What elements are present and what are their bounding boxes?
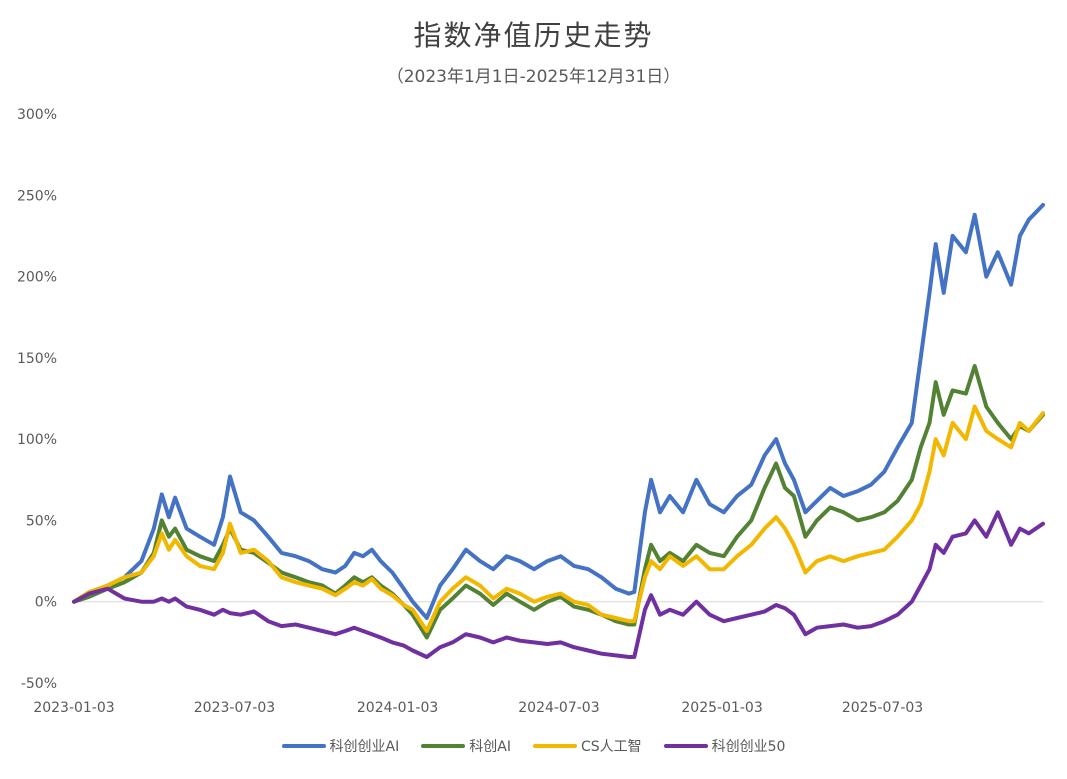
legend-label: 科创创业50: [711, 739, 786, 755]
legend-swatch: [421, 744, 466, 748]
series-line-3: [72, 510, 1045, 659]
legend-swatch: [663, 744, 708, 748]
legend-label: CS人工智: [580, 739, 642, 755]
legend-item: CS人工智: [532, 736, 642, 756]
series-line-0: [72, 203, 1045, 620]
legend-item: 科创AI: [421, 736, 511, 756]
x-tick-label: 2025-01-03: [681, 700, 762, 716]
series-lines: [72, 203, 1045, 659]
x-tick-label: 2025-07-03: [842, 700, 923, 716]
y-tick-label: 250%: [17, 188, 57, 204]
series-line-2: [72, 404, 1045, 633]
legend-item: 科创创业50: [663, 736, 786, 756]
legend-label: 科创AI: [469, 739, 511, 755]
x-tick-label: 2023-01-03: [33, 700, 114, 716]
legend-item: 科创创业AI: [281, 736, 400, 756]
y-tick-label: 0%: [35, 595, 57, 611]
x-tick-label: 2024-01-03: [357, 700, 438, 716]
y-axis-ticks: 300% 250% 200% 150% 100% 50% 0% -50%: [17, 107, 57, 692]
x-axis-ticks: 2023-01-03 2023-07-03 2024-01-03 2024-07-03…: [33, 700, 923, 716]
chart-title: 指数净值历史走势: [413, 19, 654, 52]
y-tick-label: 300%: [17, 107, 57, 123]
legend-swatch: [281, 744, 326, 748]
x-tick-label: 2023-07-03: [194, 700, 275, 716]
x-tick-label: 2024-07-03: [518, 700, 599, 716]
legend-swatch: [532, 744, 577, 748]
series-line-1: [72, 364, 1045, 640]
legend-label: 科创创业AI: [329, 739, 400, 755]
y-tick-label: -50%: [21, 676, 57, 692]
y-tick-label: 50%: [26, 513, 57, 529]
chart-subtitle: （2023年1月1日-2025年12月31日）: [386, 67, 681, 87]
y-tick-label: 150%: [17, 351, 57, 367]
y-tick-label: 200%: [17, 270, 57, 286]
y-tick-label: 100%: [17, 432, 57, 448]
legend: 科创创业AI 科创AI CS人工智 科创创业50: [0, 736, 1067, 756]
